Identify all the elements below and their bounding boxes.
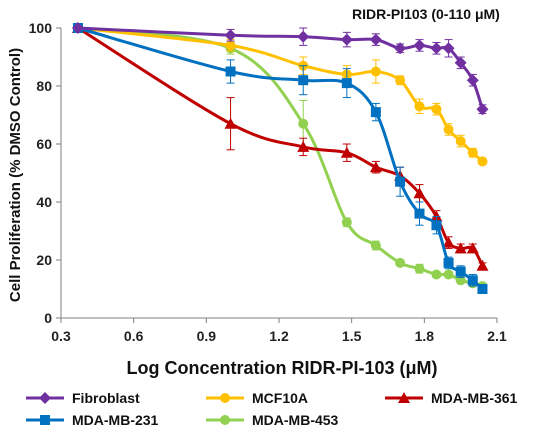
legend-swatch-marker <box>220 393 230 403</box>
x-axis-title: Log Concentration RIDR-PI-103 (μM) <box>126 358 437 378</box>
data-point-mda-mb-361 <box>454 242 467 254</box>
x-tick-label: 1.8 <box>415 328 435 344</box>
y-tick-label: 40 <box>36 194 52 210</box>
legend-label: MDA-MB-361 <box>431 390 518 406</box>
data-point-mda-mb-231 <box>467 275 478 286</box>
data-point-mcf10a <box>414 101 425 112</box>
data-point-mda-mb-453 <box>414 263 425 274</box>
legend-item-mda-mb-453: MDA-MB-453 <box>206 412 339 428</box>
data-point-mda-mb-231 <box>225 66 236 77</box>
y-tick-label: 20 <box>36 252 52 268</box>
x-tick-label: 0.3 <box>51 328 71 344</box>
data-point-mcf10a <box>395 75 406 86</box>
legend-label: MDA-MB-231 <box>72 412 159 428</box>
data-point-fibroblast <box>476 103 489 116</box>
data-point-mda-mb-453 <box>370 240 381 251</box>
y-tick-label: 100 <box>29 20 53 36</box>
data-point-mda-mb-231 <box>414 208 425 219</box>
data-point-mda-mb-453 <box>395 257 406 268</box>
data-point-fibroblast <box>71 22 84 34</box>
data-point-mda-mb-453 <box>431 269 442 280</box>
y-tick-label: 60 <box>36 136 52 152</box>
legend-item-fibroblast: Fibroblast <box>26 390 140 406</box>
data-point-mda-mb-361 <box>466 242 479 254</box>
y-tick-label: 0 <box>44 310 52 326</box>
legend-item-mda-mb-231: MDA-MB-231 <box>26 412 159 428</box>
chart-title: RIDR-PI103 (0-110 μM) <box>352 6 500 22</box>
data-point-fibroblast <box>430 42 443 55</box>
data-point-fibroblast <box>340 33 353 46</box>
data-point-mda-mb-361 <box>340 146 353 158</box>
data-point-mcf10a <box>431 104 442 115</box>
data-point-mda-mb-361 <box>224 117 237 129</box>
data-point-mda-mb-231 <box>477 284 488 294</box>
y-tick-label: 80 <box>36 78 52 94</box>
legend-swatch-marker <box>220 415 230 425</box>
x-tick-label: 2.1 <box>487 328 507 344</box>
data-point-mda-mb-231 <box>455 266 466 277</box>
data-point-fibroblast <box>224 29 237 42</box>
x-tick-label: 1.5 <box>342 328 362 344</box>
data-point-mda-mb-453 <box>298 118 309 129</box>
legend-item-mda-mb-361: MDA-MB-361 <box>385 390 518 406</box>
data-point-mda-mb-361 <box>297 140 310 152</box>
data-point-mcf10a <box>477 156 488 167</box>
data-point-fibroblast <box>442 42 455 55</box>
data-point-fibroblast <box>466 74 479 87</box>
data-point-mda-mb-361 <box>442 236 455 248</box>
legend-item-mcf10a: MCF10A <box>206 390 308 406</box>
data-point-fibroblast <box>454 56 467 69</box>
series-mda-mb-231 <box>72 23 488 294</box>
data-point-mda-mb-231 <box>443 257 454 268</box>
data-point-mda-mb-361 <box>476 259 489 271</box>
data-point-fibroblast <box>394 42 407 55</box>
series-fibroblast <box>71 22 489 116</box>
legend-label: Fibroblast <box>72 390 140 406</box>
data-point-mda-mb-231 <box>341 78 352 89</box>
data-point-mda-mb-231 <box>370 107 381 118</box>
data-point-mda-mb-453 <box>341 217 352 228</box>
data-point-mda-mb-361 <box>413 187 426 199</box>
legend-swatch-marker <box>40 415 50 425</box>
data-point-mcf10a <box>370 66 381 77</box>
data-point-mda-mb-453 <box>443 269 454 280</box>
data-point-mda-mb-231 <box>395 176 406 187</box>
legend-swatch-marker <box>39 392 51 404</box>
data-point-mda-mb-361 <box>369 161 382 173</box>
x-tick-label: 0.6 <box>124 328 144 344</box>
data-point-mda-mb-231 <box>298 75 309 86</box>
y-axis-title: Cell Proliferation (% DMSO Control) <box>7 48 24 302</box>
data-point-mcf10a <box>455 136 466 147</box>
data-point-mcf10a <box>225 40 236 51</box>
data-point-fibroblast <box>297 30 310 43</box>
x-tick-label: 0.9 <box>197 328 217 344</box>
legend-label: MCF10A <box>252 390 308 406</box>
data-point-mcf10a <box>443 124 454 135</box>
data-point-mcf10a <box>467 147 478 158</box>
legend-label: MDA-MB-453 <box>252 412 339 428</box>
data-point-mda-mb-231 <box>431 220 442 231</box>
plot-area: 0 20 40 60 80 100 0.3 0.6 0.9 1.2 1.5 1.8 2.1 <box>29 20 507 344</box>
data-point-fibroblast <box>413 39 426 52</box>
data-point-fibroblast <box>369 33 382 46</box>
legend-swatch-marker <box>398 392 410 403</box>
legend: Fibroblast MCF10A MDA-MB-361 MDA-MB-231 MDA-… <box>26 390 518 428</box>
series-line-mda-mb-361 <box>77 26 484 267</box>
x-tick-label: 1.2 <box>269 328 289 344</box>
